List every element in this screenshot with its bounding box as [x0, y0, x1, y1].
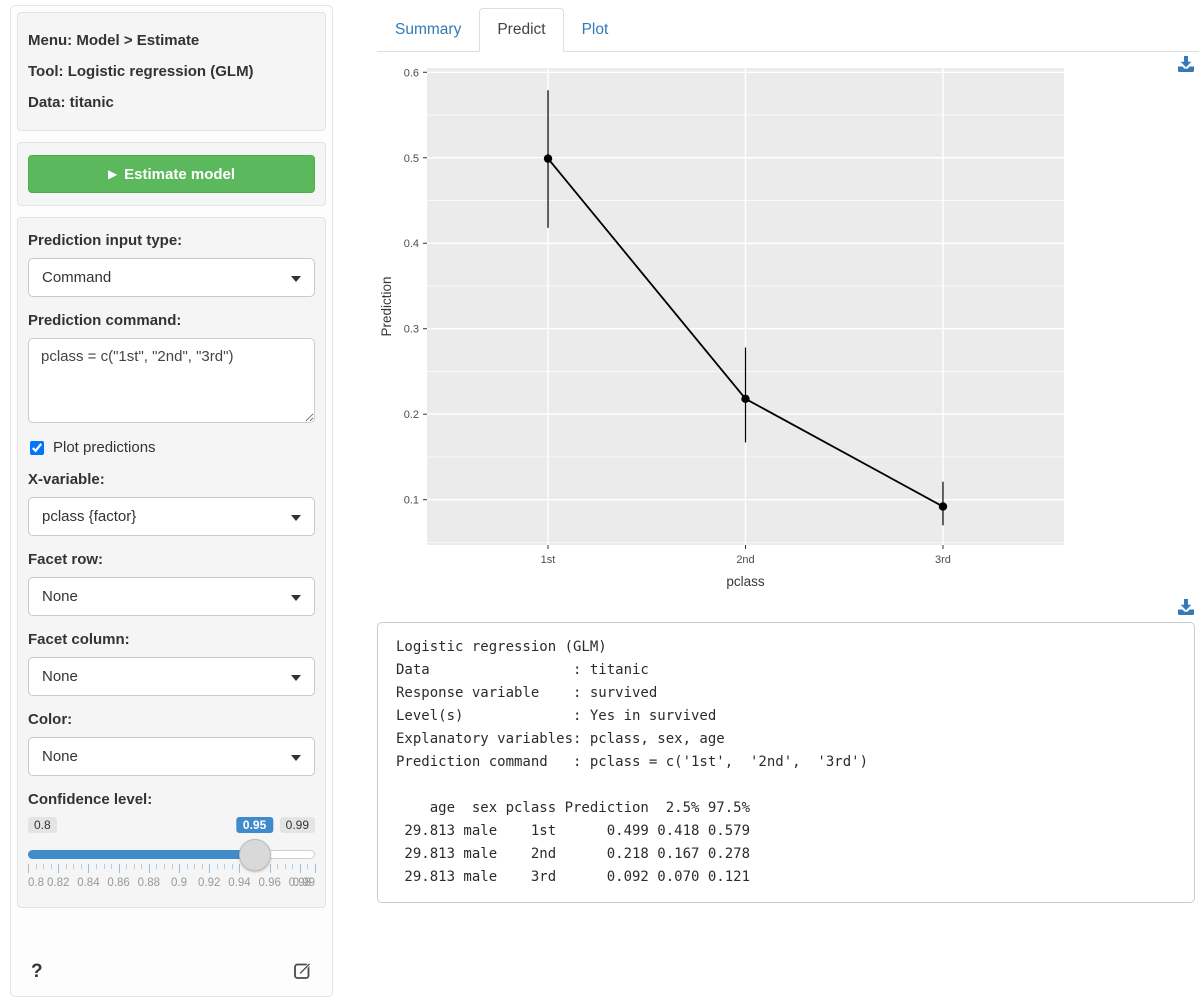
slider-max-label: 0.99: [279, 817, 315, 833]
prediction-output-section: Logistic regression (GLM) Data : titanic…: [377, 597, 1199, 903]
download-icon: [1178, 599, 1194, 615]
help-icon[interactable]: ?: [31, 961, 43, 982]
tab-summary[interactable]: Summary: [395, 21, 462, 38]
facet-row-label: Facet row:: [28, 551, 104, 568]
svg-text:0.4: 0.4: [404, 238, 419, 250]
slider-value-badge: 0.95: [235, 817, 274, 833]
estimate-model-button[interactable]: ▶ Estimate model: [28, 155, 315, 193]
pencil-square-icon: [294, 962, 312, 979]
facet-column-label: Facet column:: [28, 631, 130, 648]
tab-predict[interactable]: Predict: [479, 8, 564, 52]
regression-output-text: Logistic regression (GLM) Data : titanic…: [396, 639, 869, 885]
svg-text:0.5: 0.5: [404, 153, 419, 165]
color-select[interactable]: None: [28, 737, 315, 776]
slider-handle[interactable]: [238, 839, 271, 871]
slider-filled-track: [28, 850, 255, 859]
chevron-down-icon: [291, 755, 301, 761]
plot-predictions-label: Plot predictions: [53, 439, 156, 456]
facet-row-value: None: [42, 588, 78, 605]
prediction-input-type-label: Prediction input type:: [28, 232, 183, 249]
color-label: Color:: [28, 711, 73, 728]
prediction-plot-section: 0.1 0.2 0.3 0.4 0.5 0.6 1st 2nd 3rd Prediction pcl…: [377, 52, 1199, 597]
sidebar: Menu: Model > Estimate Tool: Logistic re…: [10, 5, 333, 997]
prediction-controls-card: Prediction input type: Command Predictio…: [17, 217, 326, 908]
color-value: None: [42, 748, 78, 765]
x-variable-select[interactable]: pclass {factor}: [28, 497, 315, 536]
edit-report-button[interactable]: [293, 960, 314, 984]
svg-text:1st: 1st: [541, 554, 556, 566]
svg-text:2nd: 2nd: [736, 554, 754, 566]
dataset-name: Data: titanic: [28, 94, 114, 111]
chevron-down-icon: [291, 595, 301, 601]
regression-output-box: Logistic regression (GLM) Data : titanic…: [377, 622, 1195, 903]
estimate-model-label: Estimate model: [124, 165, 236, 183]
tool-name: Tool: Logistic regression (GLM): [28, 63, 254, 80]
x-variable-value: pclass {factor}: [42, 508, 137, 525]
confidence-level-slider: 0.8 0.95 0.99 0.8 0.82 0.84 0.86 0.88 0.9 0.92…: [28, 817, 316, 895]
play-icon: ▶: [107, 166, 118, 181]
svg-text:0.1: 0.1: [404, 495, 419, 507]
download-plot-button[interactable]: [1177, 55, 1195, 76]
facet-row-select[interactable]: None: [28, 577, 315, 616]
svg-text:0.6: 0.6: [404, 67, 419, 79]
x-variable-label: X-variable:: [28, 471, 105, 488]
prediction-command-input[interactable]: pclass = c("1st", "2nd", "3rd"): [28, 338, 315, 423]
svg-text:0.3: 0.3: [404, 324, 419, 336]
svg-text:Prediction: Prediction: [379, 276, 394, 336]
estimate-card: ▶ Estimate model: [17, 142, 326, 206]
menu-breadcrumb: Menu: Model > Estimate: [28, 32, 200, 49]
svg-text:3rd: 3rd: [935, 554, 951, 566]
confidence-level-label: Confidence level:: [28, 791, 153, 808]
model-info-card: Menu: Model > Estimate Tool: Logistic re…: [17, 12, 326, 131]
sidebar-footer: ?: [17, 952, 326, 988]
tab-plot[interactable]: Plot: [581, 21, 609, 38]
facet-column-value: None: [42, 668, 78, 685]
slider-grid: 0.8 0.82 0.84 0.86 0.88 0.9 0.92 0.94 0.96 0.98 0.…: [28, 862, 316, 894]
svg-text:pclass: pclass: [726, 574, 765, 589]
slider-min-label: 0.8: [28, 817, 57, 833]
main-panel: Summary Predict Plot 0.1 0.2 0.3 0.4 0.5 0.6 1…: [377, 5, 1199, 997]
prediction-input-type-value: Command: [42, 269, 112, 286]
chevron-down-icon: [291, 515, 301, 521]
prediction-input-type-select[interactable]: Command: [28, 258, 315, 297]
tab-bar: Summary Predict Plot: [377, 8, 1199, 52]
prediction-plot: 0.1 0.2 0.3 0.4 0.5 0.6 1st 2nd 3rd Prediction pcl…: [379, 67, 1064, 589]
svg-text:0.2: 0.2: [404, 409, 419, 421]
chevron-down-icon: [291, 276, 301, 282]
chevron-down-icon: [291, 675, 301, 681]
facet-column-select[interactable]: None: [28, 657, 315, 696]
download-predictions-button[interactable]: [1177, 598, 1195, 619]
download-icon: [1178, 56, 1194, 72]
prediction-command-label: Prediction command:: [28, 312, 182, 329]
plot-predictions-checkbox[interactable]: [30, 440, 44, 455]
